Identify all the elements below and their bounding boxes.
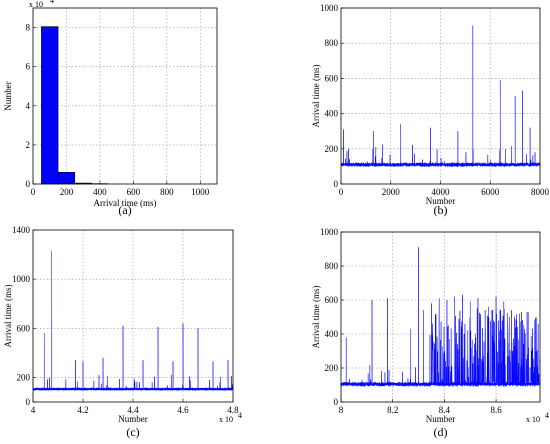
x-tick-label: 8.6 (490, 405, 502, 415)
x-tick-label: 400 (93, 187, 107, 197)
y-tick-label: 1000 (320, 3, 339, 13)
x-tick-label: 4.6 (177, 405, 189, 415)
y-tick-label: 600 (325, 295, 339, 305)
panel-label: (a) (118, 203, 131, 217)
x-multiplier: x 10 (219, 415, 233, 424)
plot-frame (32, 7, 218, 185)
series-line (340, 247, 541, 388)
x-tick-label: 1000 (191, 187, 210, 197)
y-tick-label: 0 (334, 179, 339, 189)
chart-c: 4 4.2 4.4 4.6 4.8 0 200 600 1000 1400 Number Arriva… (3, 225, 242, 439)
x-multiplier-exponent: 4 (238, 411, 242, 420)
y-axis-label: Number (3, 81, 13, 111)
plot-frame (340, 231, 541, 403)
y-tick-label: 0 (26, 397, 31, 407)
y-tick-label: 1000 (320, 227, 339, 237)
y-axis-label: Arrival time (ms) (311, 65, 321, 128)
y-tick-label: 6 (26, 62, 31, 72)
chart-d: 8 8.2 8.4 8.6 0 200 400 600 800 1000 Number Arrival… (311, 227, 549, 439)
y-axis-label: Arrival time (ms) (3, 285, 13, 348)
x-tick-label: 600 (127, 187, 141, 197)
y-tick-label: 800 (325, 261, 339, 271)
x-axis-label: Number (426, 196, 456, 206)
y-tick-label: 800 (325, 38, 339, 48)
panel-label: (b) (434, 203, 448, 217)
y-tick-label: 600 (325, 73, 339, 83)
y-tick-label: 4 (26, 101, 31, 111)
x-tick-label: 4.4 (127, 405, 139, 415)
x-tick-label: 4000 (432, 187, 451, 197)
x-axis-label: Number (426, 414, 456, 424)
panel-label: (c) (126, 425, 139, 439)
x-multiplier-exponent: 4 (545, 411, 549, 420)
y-tick-label: 8 (26, 23, 31, 33)
y-multiplier: x 10 (29, 0, 43, 9)
x-axis-label: Arrival time (ms) (94, 198, 157, 208)
y-tick-label: 400 (325, 109, 339, 119)
x-tick-label: 8.4 (439, 405, 451, 415)
x-tick-label: 800 (160, 187, 174, 197)
x-tick-label: 6000 (481, 187, 500, 197)
y-tick-label: 1400 (12, 225, 31, 235)
x-tick-label: 4.8 (227, 405, 239, 415)
x-tick-label: 0 (31, 187, 36, 197)
x-multiplier: x 10 (526, 415, 540, 424)
x-tick-label: 0 (339, 187, 344, 197)
histogram-bar (41, 26, 59, 185)
x-tick-label: 4.2 (77, 405, 88, 415)
chart-b: 0 2000 4000 6000 8000 0 200 400 600 800 1000 Number… (311, 3, 550, 217)
x-tick-label: 8.2 (387, 405, 398, 415)
y-tick-label: 200 (17, 372, 31, 382)
x-tick-label: 4 (31, 405, 36, 415)
y-tick-label: 200 (325, 144, 339, 154)
y-multiplier-exponent: 4 (50, 0, 54, 5)
panel-label: (d) (434, 425, 448, 439)
x-tick-label: 8 (339, 405, 344, 415)
y-tick-label: 0 (26, 179, 31, 189)
x-tick-label: 200 (60, 187, 74, 197)
y-tick-label: 0 (334, 397, 339, 407)
chart-a: 0 200 400 600 800 1000 0 2 4 6 8 Arrival time (ms) N… (3, 0, 218, 217)
x-tick-label: 2000 (382, 187, 401, 197)
x-axis-label: Number (118, 414, 148, 424)
y-tick-label: 1000 (12, 274, 31, 284)
y-tick-label: 600 (17, 323, 31, 333)
y-tick-label: 400 (325, 329, 339, 339)
y-tick-label: 2 (26, 140, 31, 150)
series-line (32, 250, 234, 392)
y-axis-label: Arrival time (ms) (311, 286, 321, 349)
y-tick-label: 200 (325, 363, 339, 373)
x-tick-label: 8000 (531, 187, 550, 197)
